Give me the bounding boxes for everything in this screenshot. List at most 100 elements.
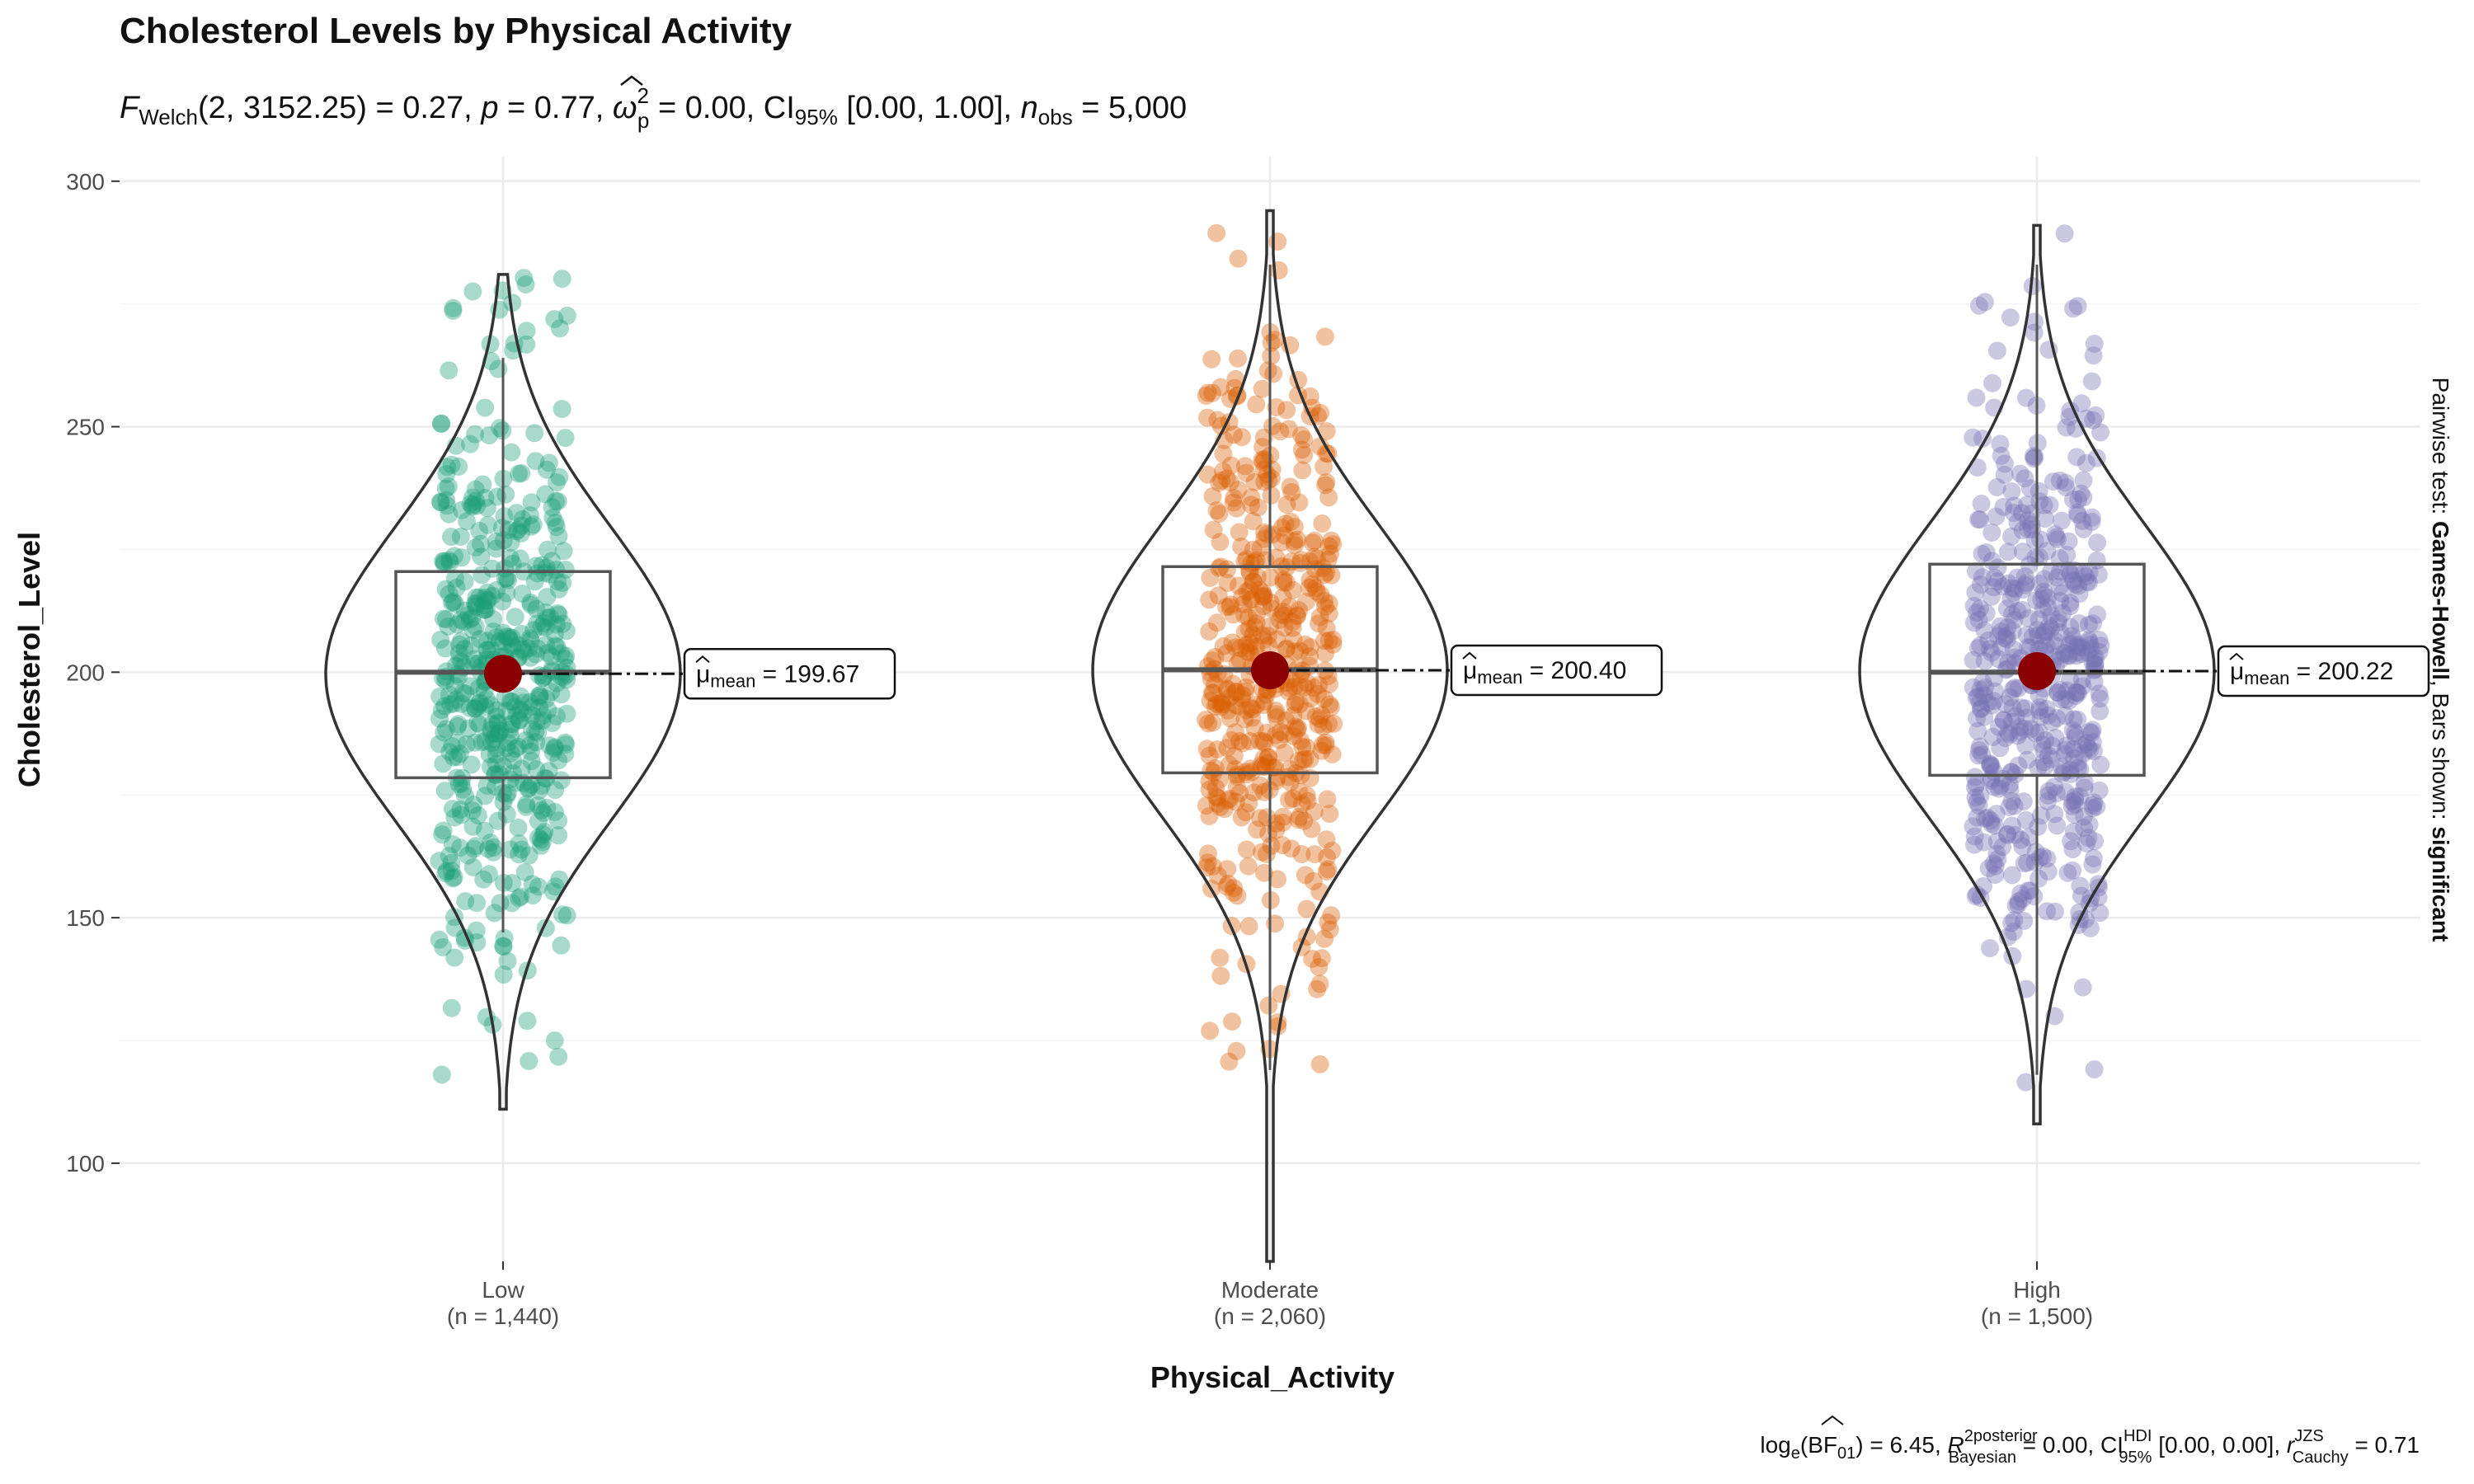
data-point: [453, 500, 472, 519]
data-point: [534, 825, 553, 844]
data-point: [440, 847, 459, 866]
data-point: [1324, 535, 1343, 554]
data-point: [1309, 684, 1328, 703]
data-point: [1318, 790, 1337, 809]
data-point: [2035, 622, 2054, 641]
data-point: [440, 361, 459, 380]
data-point: [2014, 792, 2033, 811]
data-point: [1310, 974, 1329, 993]
data-point: [493, 592, 512, 611]
data-point: [520, 846, 539, 865]
data-point: [477, 641, 496, 660]
data-point: [2048, 683, 2067, 702]
data-point: [1310, 1054, 1329, 1073]
data-point: [2043, 712, 2062, 731]
data-point: [1291, 641, 1310, 660]
data-point: [1268, 870, 1286, 889]
data-point: [510, 834, 529, 853]
data-point: [2068, 710, 2087, 729]
data-point: [548, 572, 567, 591]
data-point: [480, 865, 498, 884]
data-point: [449, 715, 468, 734]
data-point: [2034, 626, 2053, 645]
data-point: [491, 721, 510, 740]
data-point: [1206, 787, 1225, 806]
data-point: [2083, 796, 2102, 815]
data-point: [529, 639, 547, 658]
data-point: [475, 600, 494, 619]
data-point: [2073, 735, 2092, 754]
data-point: [442, 998, 461, 1017]
data-point: [463, 497, 482, 516]
data-point: [1197, 796, 1216, 815]
data-point: [1218, 701, 1237, 720]
data-point: [2014, 580, 2033, 599]
data-point: [2056, 473, 2075, 492]
data-point: [2074, 519, 2093, 538]
data-point: [444, 298, 463, 317]
data-point: [1320, 805, 1339, 824]
chart-title: Cholesterol Levels by Physical Activity: [120, 11, 793, 51]
data-point: [2035, 570, 2054, 589]
data-point: [1280, 597, 1299, 616]
data-point: [546, 877, 565, 896]
data-point: [1966, 583, 1985, 602]
data-point: [445, 948, 464, 967]
data-point: [1970, 741, 1988, 760]
data-point: [2074, 564, 2093, 583]
data-point: [2055, 224, 2074, 243]
data-point: [2079, 829, 2098, 848]
data-point: [1242, 495, 1261, 514]
data-point: [1303, 575, 1322, 594]
data-point: [1987, 844, 2006, 863]
data-point: [1295, 445, 1314, 464]
data-point: [1967, 775, 1986, 793]
data-point: [2048, 709, 2067, 727]
data-point: [2060, 691, 2079, 710]
data-point: [1324, 635, 1343, 654]
data-point: [444, 694, 463, 713]
data-point: [1254, 782, 1273, 801]
data-point: [1309, 715, 1328, 734]
data-point: [1965, 778, 1984, 797]
y-tick-label: 300: [66, 169, 105, 195]
data-point: [1245, 553, 1264, 572]
data-point: [459, 605, 478, 624]
data-point: [1978, 808, 1997, 827]
data-point: [1319, 537, 1338, 556]
data-point: [468, 714, 487, 732]
data-point: [2048, 530, 2067, 549]
data-point: [535, 564, 554, 582]
data-point: [540, 736, 559, 755]
data-point: [2085, 672, 2104, 691]
data-point: [2091, 755, 2110, 774]
data-point: [506, 740, 525, 758]
data-point: [509, 818, 528, 837]
data-point: [1237, 701, 1256, 720]
data-point: [468, 894, 487, 913]
data-point: [1247, 606, 1266, 624]
data-point: [439, 617, 458, 636]
data-point: [1283, 618, 1302, 637]
data-point: [546, 514, 565, 532]
data-point: [2038, 791, 2057, 810]
data-point: [2040, 495, 2059, 514]
data-point: [507, 522, 526, 541]
data-point: [1964, 597, 1983, 615]
data-point: [2006, 648, 2025, 667]
data-point: [2018, 750, 2037, 769]
data-point: [517, 795, 536, 814]
data-point: [1203, 383, 1222, 402]
data-point: [1213, 695, 1232, 714]
data-point: [1203, 651, 1221, 670]
data-point: [1964, 678, 1982, 697]
data-point: [546, 781, 565, 800]
data-point: [2086, 655, 2105, 674]
data-point: [1317, 444, 1336, 463]
data-point: [443, 800, 462, 818]
data-point: [1967, 388, 1986, 407]
data-point: [2005, 496, 2024, 515]
data-point: [1996, 454, 2014, 473]
data-point: [1214, 444, 1233, 463]
data-point: [522, 752, 541, 771]
